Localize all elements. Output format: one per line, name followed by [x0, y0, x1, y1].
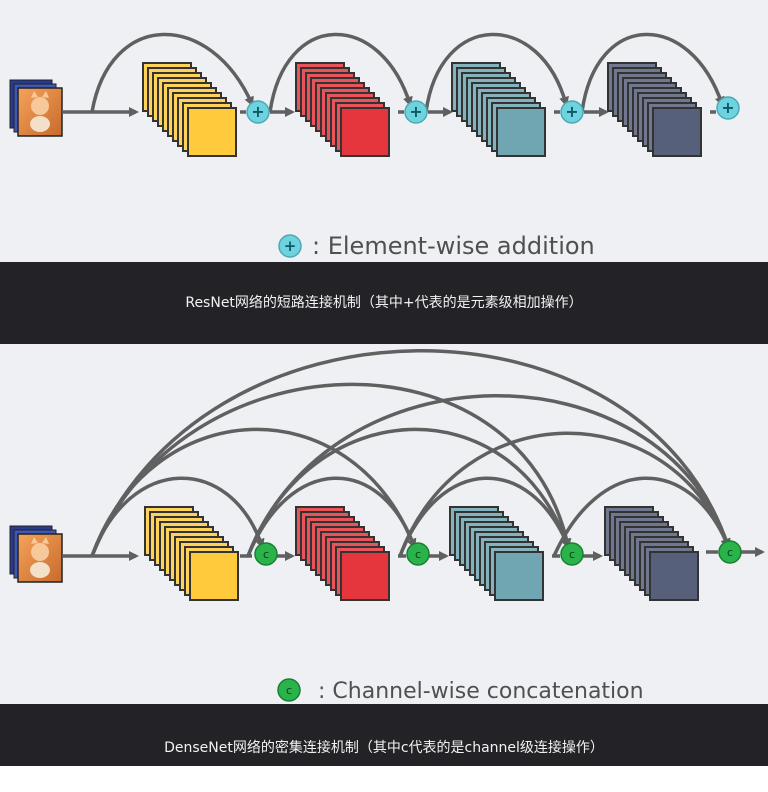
resnet-caption: ResNet网络的短路连接机制（其中+代表的是元素级相加操作） [0, 262, 768, 344]
svg-text:c: c [727, 546, 733, 559]
resnet-legend-text: : Element-wise addition [312, 232, 595, 260]
resnet-diagram: + + + + + : Element-wise addition [9, 32, 740, 260]
input-image-stack [9, 525, 63, 583]
densenet-diagram: c c c c c : Channel-wise concatenation [9, 349, 765, 704]
input-image-stack [9, 79, 63, 137]
concat-legend-icon [277, 678, 301, 702]
skip-connections [90, 32, 725, 113]
feature-stack-red [295, 62, 390, 157]
concat-legend-symbol: c [286, 684, 292, 697]
feature-stack-yellow [142, 62, 237, 157]
concat-node-icon: c [254, 542, 278, 566]
feature-stack-yellow [144, 506, 239, 601]
svg-text:+: + [721, 98, 734, 117]
resnet-diagram-panel: + + + + + : Element-wise addition [0, 0, 768, 262]
densenet-caption: DenseNet网络的密集连接机制（其中c代表的是channel级连接操作） [0, 704, 768, 766]
add-legend-symbol: + [284, 237, 297, 255]
concat-node-icon: c [560, 542, 584, 566]
feature-stack-teal [449, 506, 544, 601]
concat-nodes: c c c c [254, 540, 742, 566]
feature-stack-slate [607, 62, 702, 157]
addition-nodes: + + + + [246, 96, 740, 124]
feature-stack-slate [604, 506, 699, 601]
svg-text:+: + [409, 102, 422, 121]
block-arrows [62, 547, 765, 561]
feature-stack-red [295, 506, 390, 601]
cat-icon [31, 543, 49, 561]
svg-text:+: + [565, 102, 578, 121]
add-node-icon: + [716, 96, 740, 120]
svg-text:+: + [251, 102, 264, 121]
dense-connections [90, 349, 731, 557]
svg-text:c: c [263, 548, 269, 561]
densenet-legend: c : Channel-wise concatenation [277, 678, 644, 704]
feature-stack-teal [451, 62, 546, 157]
densenet-diagram-panel: c c c c c : Channel-wise concatenation [0, 344, 768, 704]
add-legend-icon [278, 234, 302, 258]
concat-node-icon: c [406, 542, 430, 566]
add-node-icon: + [560, 100, 584, 124]
svg-text:c: c [415, 548, 421, 561]
add-node-icon: + [246, 100, 270, 124]
resnet-legend: + : Element-wise addition [278, 232, 595, 260]
add-node-icon: + [404, 100, 428, 124]
cat-icon [31, 97, 49, 115]
svg-text:c: c [569, 548, 575, 561]
densenet-legend-text: : Channel-wise concatenation [318, 679, 644, 704]
concat-node-icon: c [718, 540, 742, 564]
